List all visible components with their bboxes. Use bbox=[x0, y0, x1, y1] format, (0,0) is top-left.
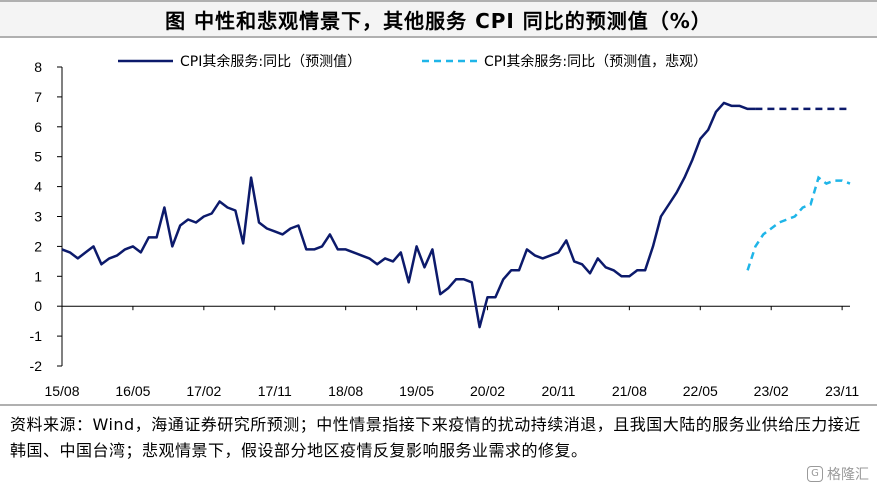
y-tick-label: -1 bbox=[30, 328, 43, 344]
x-tick-label: 20/02 bbox=[470, 383, 505, 399]
x-tick-label: 23/02 bbox=[754, 383, 789, 399]
series-line-neutral-actual bbox=[61, 101, 756, 329]
x-tick-label: 23/11 bbox=[825, 383, 859, 399]
y-tick-label: 6 bbox=[34, 119, 42, 135]
x-tick-label: 19/05 bbox=[399, 383, 434, 399]
y-tick-label: 8 bbox=[34, 59, 42, 75]
y-tick-label: -2 bbox=[30, 358, 43, 374]
g-logo-icon: G bbox=[807, 466, 823, 482]
x-tick-label: 16/05 bbox=[115, 383, 150, 399]
x-tick-label: 18/08 bbox=[328, 383, 363, 399]
y-tick-label: 2 bbox=[34, 238, 42, 254]
y-tick-label: 3 bbox=[34, 209, 42, 225]
legend-label-2: CPI其余服务:同比（预测值，悲观） bbox=[484, 53, 707, 70]
x-tick-label: 20/11 bbox=[541, 383, 575, 399]
source-note: 资料来源：Wind，海通证券研究所预测；中性情景指接下来疫情的扰动持续消退，且我… bbox=[0, 404, 877, 492]
x-tick-label: 17/02 bbox=[186, 383, 221, 399]
series-layer bbox=[61, 101, 851, 329]
watermark: G 格隆汇 bbox=[807, 464, 869, 484]
watermark-text: 格隆汇 bbox=[827, 467, 869, 483]
line-chart: -2 -1 0 1 2 3 4 5 6 7 8 15/08 16/05 17/02 17/11 18/08 19… bbox=[30, 53, 860, 399]
legend-label-1: CPI其余服务:同比（预测值） bbox=[180, 53, 361, 70]
x-tick-label: 15/08 bbox=[44, 383, 79, 399]
y-tick-label: 5 bbox=[34, 149, 42, 165]
chart-title: 图 中性和悲观情景下，其他服务 CPI 同比的预测值（%） bbox=[165, 8, 712, 33]
source-note-text: 资料来源：Wind，海通证券研究所预测；中性情景指接下来疫情的扰动持续消退，且我… bbox=[10, 415, 861, 460]
y-tick-label: 1 bbox=[34, 268, 42, 284]
chart-legend: CPI其余服务:同比（预测值） CPI其余服务:同比（预测值，悲观） bbox=[118, 53, 707, 70]
x-tick-label: 22/05 bbox=[683, 383, 718, 399]
x-tick-label: 21/08 bbox=[612, 383, 647, 399]
y-tick-label: 0 bbox=[34, 298, 42, 314]
series-line-pessimistic bbox=[746, 175, 851, 271]
y-tick-label: 4 bbox=[34, 179, 42, 195]
y-tick-label: 7 bbox=[34, 89, 42, 105]
chart-axes: -2 -1 0 1 2 3 4 5 6 7 8 15/08 16/05 17/02 17/11 18/08 19… bbox=[30, 59, 860, 399]
x-tick-label: 17/11 bbox=[258, 383, 292, 399]
chart-title-bar: 图 中性和悲观情景下，其他服务 CPI 同比的预测值（%） bbox=[0, 0, 877, 38]
